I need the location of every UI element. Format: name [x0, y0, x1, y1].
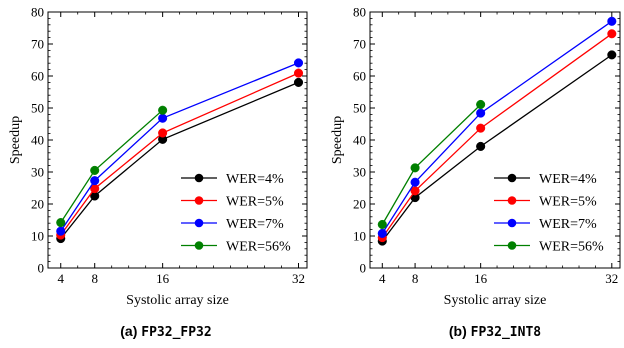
- legend-marker: [507, 196, 517, 205]
- legend-marker: [507, 241, 517, 250]
- legend-entry: WER=5%: [226, 195, 284, 210]
- legend-marker: [194, 173, 204, 183]
- legend-entry: WER=5%: [539, 195, 597, 210]
- x-axis-label: Systolic array size: [444, 293, 547, 308]
- data-point: [158, 128, 168, 138]
- y-tick-label: 70: [353, 37, 366, 52]
- data-point: [90, 165, 100, 175]
- y-tick-label: 0: [38, 261, 45, 276]
- x-tick-label: 4: [379, 271, 386, 286]
- series-line-1: [381, 54, 613, 242]
- series-line-4: [60, 109, 164, 223]
- x-axis-label: Systolic array size: [126, 293, 229, 308]
- legend-entry: WER=7%: [539, 217, 597, 232]
- y-tick-label: 10: [31, 229, 44, 244]
- y-tick-label: 30: [31, 165, 44, 180]
- legend-marker: [194, 196, 204, 205]
- data-point: [56, 218, 66, 228]
- x-tick-label: 16: [474, 271, 488, 286]
- legend-marker: [194, 241, 204, 250]
- data-point: [377, 228, 387, 238]
- legend-marker: [507, 173, 517, 183]
- y-tick-label: 10: [353, 229, 366, 244]
- caption-code: FP32_INT8: [471, 325, 542, 340]
- x-tick-label: 32: [292, 271, 305, 286]
- caption-label: (b): [449, 323, 471, 339]
- y-tick-label: 80: [31, 5, 44, 20]
- y-tick-label: 20: [31, 197, 44, 212]
- y-tick-label: 50: [31, 101, 44, 116]
- legend-entry: WER=4%: [539, 172, 597, 187]
- y-tick-label: 20: [353, 197, 366, 212]
- y-tick-label: 0: [360, 261, 367, 276]
- caption-label: (a): [120, 323, 141, 339]
- legend-entry: WER=56%: [226, 240, 291, 255]
- data-point: [293, 68, 304, 78]
- x-tick-label: 8: [412, 271, 419, 286]
- data-point: [476, 141, 486, 151]
- series-line-3: [60, 62, 299, 232]
- data-point: [410, 177, 420, 187]
- series-line-2: [381, 33, 613, 238]
- x-tick-label: 16: [156, 271, 170, 286]
- data-point: [56, 226, 66, 236]
- y-tick-label: 40: [353, 133, 366, 148]
- y-axis-label: Speedup: [8, 116, 23, 164]
- data-point: [607, 16, 617, 26]
- legend-entry: WER=7%: [226, 217, 284, 232]
- figure-caption: (b) FP32_INT8: [449, 323, 541, 340]
- series-line-3: [381, 20, 613, 234]
- y-tick-label: 30: [353, 165, 366, 180]
- legend-marker: [507, 218, 517, 228]
- data-point: [476, 123, 486, 133]
- data-point: [607, 50, 617, 60]
- data-point: [377, 219, 387, 230]
- legend-entry: WER=4%: [226, 172, 284, 187]
- data-point: [476, 108, 486, 118]
- x-tick-label: 8: [91, 271, 98, 286]
- data-point: [293, 58, 304, 68]
- y-tick-label: 50: [353, 101, 366, 116]
- legend-marker: [194, 218, 204, 228]
- data-point: [293, 77, 304, 87]
- y-axis-label: Speedup: [330, 116, 345, 164]
- data-point: [90, 176, 100, 186]
- series-line-1: [60, 81, 299, 240]
- data-point: [410, 163, 420, 173]
- caption-code: FP32_FP32: [141, 325, 211, 340]
- x-tick-label: 4: [57, 271, 64, 286]
- data-point: [158, 105, 168, 115]
- y-tick-label: 70: [31, 37, 44, 52]
- x-tick-label: 32: [605, 271, 618, 286]
- series-line-2: [60, 72, 299, 236]
- data-point: [607, 29, 617, 39]
- data-point: [476, 99, 486, 110]
- figure-caption: (a) FP32_FP32: [120, 323, 211, 340]
- y-tick-label: 40: [31, 133, 44, 148]
- y-tick-label: 80: [353, 5, 366, 20]
- y-tick-label: 60: [31, 69, 44, 84]
- y-tick-label: 60: [353, 69, 366, 84]
- data-point: [158, 113, 168, 123]
- legend-entry: WER=56%: [539, 240, 604, 255]
